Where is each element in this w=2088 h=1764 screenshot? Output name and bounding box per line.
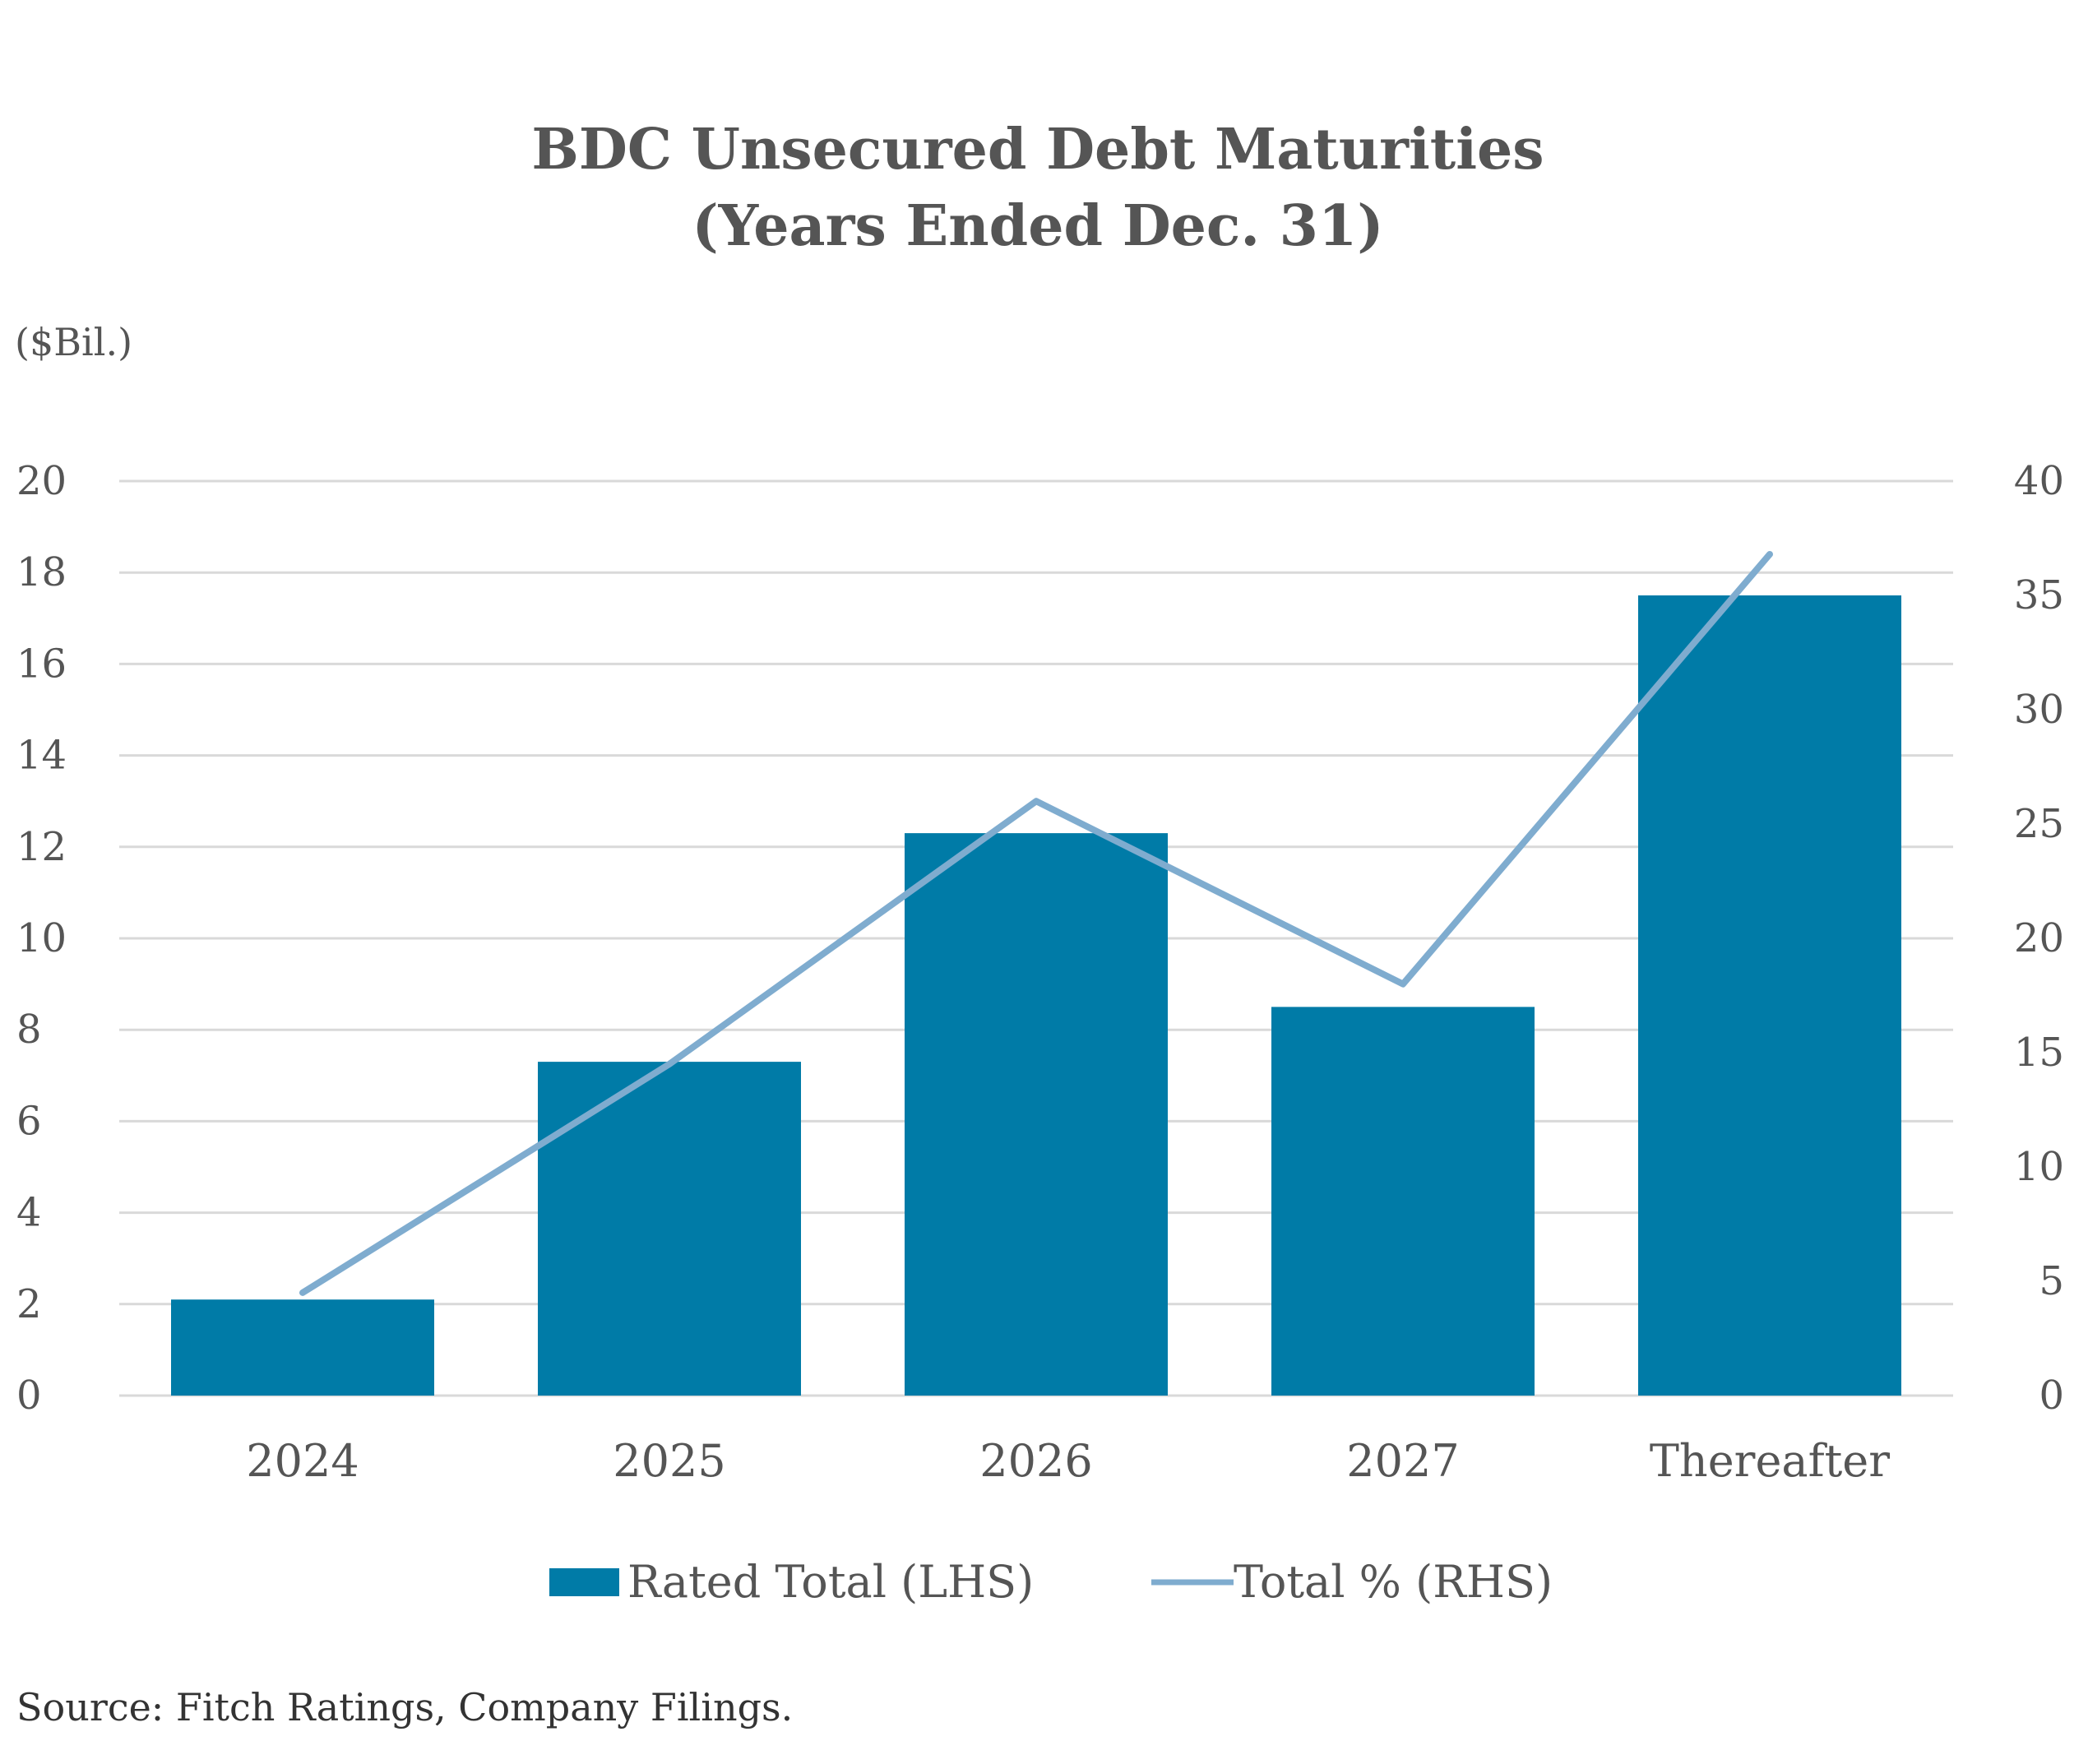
bar-thereafter <box>1638 595 1901 1396</box>
left-axis-unit-label: ($Bil.) <box>15 320 132 364</box>
right-tick-label: 0 <box>2039 1373 2064 1419</box>
right-tick-label: 15 <box>2014 1030 2064 1076</box>
bar-series <box>171 595 1901 1396</box>
line-series <box>299 550 1773 1296</box>
category-label: 2027 <box>1346 1435 1459 1487</box>
category-label: 2025 <box>613 1435 725 1487</box>
right-tick-label: 40 <box>2014 458 2064 504</box>
right-tick-label: 5 <box>2039 1258 2064 1304</box>
bar-2024 <box>171 1299 434 1396</box>
left-tick-label: 6 <box>16 1098 42 1144</box>
left-tick-label: 12 <box>16 824 67 870</box>
legend-bar-swatch <box>549 1568 619 1596</box>
left-tick-label: 0 <box>16 1373 42 1419</box>
bar-2026 <box>905 833 1168 1396</box>
legend-line-label: Total % (RHS) <box>1234 1556 1553 1608</box>
left-tick-label: 18 <box>16 549 67 595</box>
left-tick-label: 2 <box>16 1281 42 1327</box>
legend: Rated Total (LHS) Total % (RHS) <box>549 1556 1553 1608</box>
left-tick-label: 8 <box>16 1007 42 1053</box>
left-tick-label: 4 <box>16 1190 42 1236</box>
category-axis: 2024 2025 2026 2027 Thereafter <box>246 1435 1890 1487</box>
right-tick-label: 25 <box>2014 801 2064 847</box>
left-tick-label: 10 <box>16 915 67 961</box>
right-tick-label: 30 <box>2014 687 2064 733</box>
right-tick-label: 10 <box>2014 1144 2064 1190</box>
chart-title-line-2: (Years Ended Dec. 31) <box>692 193 1383 259</box>
category-label: 2024 <box>246 1435 359 1487</box>
left-tick-label: 16 <box>16 641 67 687</box>
bar-2025 <box>538 1062 801 1396</box>
left-tick-label: 20 <box>16 458 67 504</box>
right-tick-label: 35 <box>2014 572 2064 618</box>
chart-title-line-1: BDC Unsecured Debt Maturities <box>531 117 1544 183</box>
source-note: Source: Fitch Ratings, Company Filings. <box>16 1685 793 1729</box>
right-axis-ticks: 0 5 10 15 20 25 30 35 40 <box>2014 458 2064 1419</box>
bar-2027 <box>1271 1007 1535 1396</box>
legend-bar-label: Rated Total (LHS) <box>627 1556 1034 1608</box>
right-tick-label: 20 <box>2014 915 2064 961</box>
category-label: 2026 <box>979 1435 1092 1487</box>
left-tick-label: 14 <box>16 733 67 779</box>
category-label: Thereafter <box>1650 1435 1890 1487</box>
left-axis-ticks: 0 2 4 6 8 10 12 14 16 18 20 <box>16 458 67 1419</box>
